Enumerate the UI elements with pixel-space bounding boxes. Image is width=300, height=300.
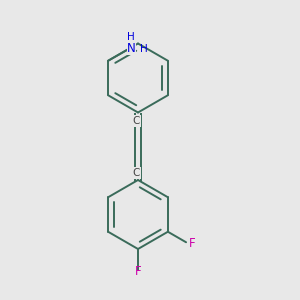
Text: F: F	[188, 236, 195, 250]
Text: H: H	[140, 44, 148, 54]
Text: C: C	[133, 168, 140, 178]
Text: C: C	[133, 116, 140, 126]
Text: F: F	[135, 265, 141, 278]
Text: N: N	[127, 42, 136, 55]
Text: H: H	[128, 32, 135, 42]
